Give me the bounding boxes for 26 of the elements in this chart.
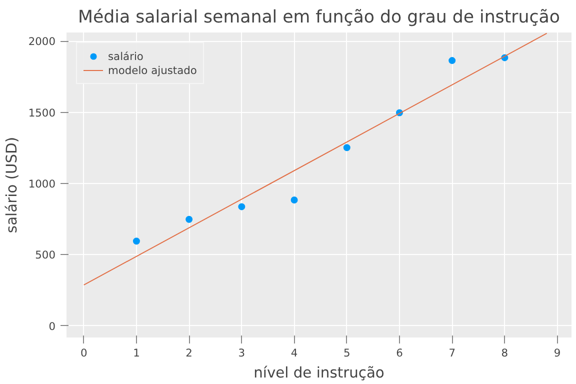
y-axis-title: salário (USD) (3, 136, 20, 234)
x-tick-label: 5 (343, 346, 350, 360)
x-axis-title: nível de instrução (254, 364, 384, 382)
x-tick-label: 4 (290, 346, 298, 360)
x-tick-label: 9 (554, 346, 561, 360)
point (343, 144, 350, 152)
y-tick-label: 1000 (28, 178, 56, 191)
chart-title: Média salarial semanal em função do grau de instrução (78, 8, 560, 28)
x-tick-label: 0 (80, 346, 88, 360)
point (238, 203, 246, 210)
point (290, 196, 298, 204)
x-tick-label: 6 (396, 346, 404, 360)
legend-label: salário (108, 49, 144, 63)
point (132, 238, 140, 245)
y-tick-label: 1500 (28, 106, 56, 120)
y-tick-label: 2000 (28, 35, 56, 48)
x-tick-label: 1 (133, 346, 140, 360)
x-tick-label: 3 (238, 346, 246, 360)
x-tick-label: 2 (186, 346, 192, 360)
point (186, 216, 193, 223)
x-tick-label: 8 (501, 346, 508, 360)
legend-label: modelo ajustado (108, 63, 197, 77)
y-tick-label: 0 (48, 320, 56, 333)
point (448, 57, 456, 64)
y-tick-label: 500 (35, 248, 56, 262)
x-tick-label: 7 (448, 346, 456, 360)
